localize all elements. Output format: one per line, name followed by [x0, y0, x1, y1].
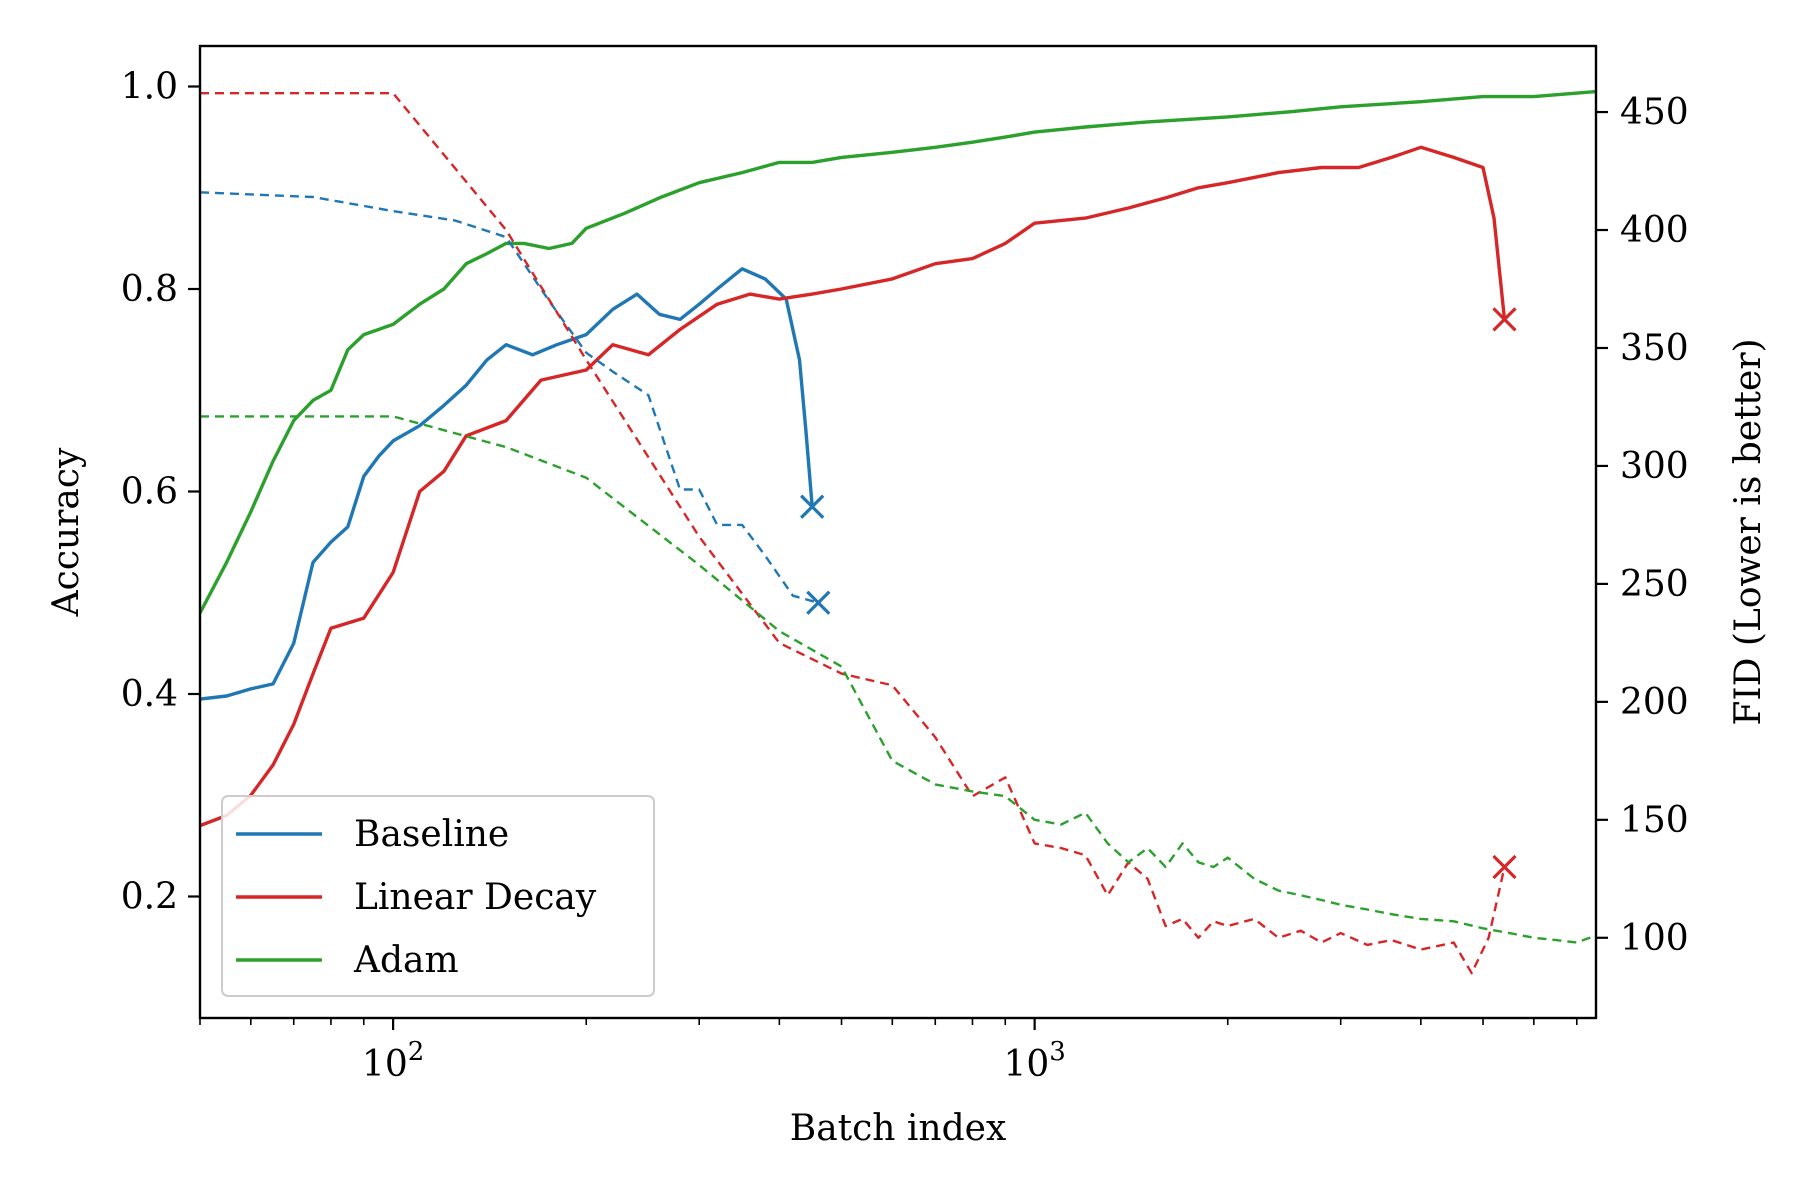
y-tick-label-right: 200 [1620, 682, 1689, 723]
legend-box [221, 795, 655, 997]
series-line-linear-decay-fid [200, 92, 1506, 975]
x-tick-label: 102 [362, 1037, 424, 1085]
end-marker-baseline-accuracy [800, 494, 825, 519]
series-line-adam-fid [200, 415, 1596, 944]
end-marker-baseline-fid [806, 590, 831, 615]
series-layer [200, 89, 1596, 975]
plot-frame [198, 44, 1598, 1020]
series-line-linear-decay-accuracy [200, 145, 1507, 828]
y-axis-label-right: FID (Lower is better) [1728, 338, 1769, 725]
legend-label-baseline: Baseline [354, 814, 509, 855]
legend: Baseline Linear Decay Adam [221, 795, 655, 997]
y-tick-label-right: 100 [1620, 918, 1689, 959]
end-marker-linear-decay-fid [1492, 854, 1517, 880]
y-tick-label-right: 400 [1620, 210, 1689, 251]
y-tick-label-left: 1.0 [121, 67, 178, 108]
legend-label-adam: Adam [353, 940, 459, 981]
y-tick-label-right: 250 [1620, 564, 1689, 605]
series-line-baseline-fid [200, 191, 819, 604]
end-marker-linear-decay-accuracy [1492, 307, 1517, 332]
legend-label-linear-decay: Linear Decay [354, 877, 597, 918]
series-line-baseline-accuracy [200, 267, 814, 701]
y-tick-label-left: 0.6 [121, 472, 178, 513]
y-tick-label-left: 0.2 [121, 877, 178, 918]
y-tick-label-right: 350 [1620, 328, 1689, 369]
series-line-adam-accuracy [200, 89, 1596, 614]
y-tick-label-right: 150 [1620, 800, 1689, 841]
y-tick-label-right: 300 [1620, 446, 1689, 487]
y-tick-label-left: 0.4 [121, 674, 178, 715]
y-tick-label-right: 450 [1620, 92, 1689, 133]
tick-layer: 0.2 0.4 0.6 0.8 1.0 100 150 200 250 300 350 400 450 1… [121, 67, 1689, 1086]
x-axis-label: Batch index [790, 1108, 1007, 1149]
x-tick-label: 103 [1003, 1037, 1065, 1085]
y-axis-label-left: Accuracy [46, 447, 87, 617]
y-tick-label-left: 0.8 [121, 269, 178, 310]
